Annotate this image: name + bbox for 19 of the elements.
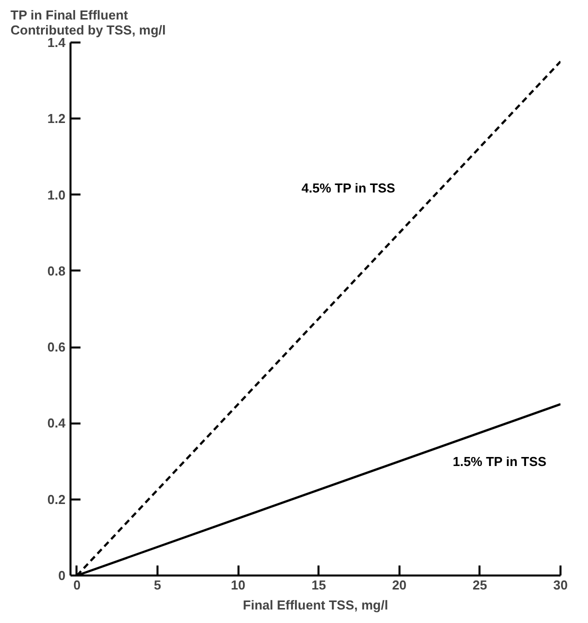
- y-axis-title: TP in Final Effluent Contributed by TSS, mg/l: [10, 8, 166, 38]
- y-tick-label: 0.8: [47, 263, 66, 278]
- y-tick-label: 0.6: [47, 340, 66, 355]
- y-tick-label: 1.4: [47, 35, 66, 50]
- y-tick-label: 0: [58, 568, 66, 583]
- x-tick-label: 20: [392, 578, 407, 592]
- x-tick-label: 5: [154, 578, 162, 592]
- x-tick-label: 15: [311, 578, 326, 592]
- y-tick-label: 1.0: [47, 187, 66, 202]
- y-tick-label: 0.2: [47, 492, 66, 507]
- x-tick-label: 10: [230, 578, 246, 592]
- y-tick-label: 0.4: [47, 416, 66, 431]
- series-label: 1.5% TP in TSS: [452, 454, 547, 470]
- x-tick-label: 25: [472, 578, 488, 592]
- x-tick-label: 30: [553, 578, 568, 592]
- x-tick-label: 0: [73, 578, 81, 592]
- x-axis-title: Final Effluent TSS, mg/l: [242, 598, 388, 612]
- y-tick-label: 1.2: [47, 111, 66, 126]
- text: 4.5% TP in TSS: [302, 180, 396, 196]
